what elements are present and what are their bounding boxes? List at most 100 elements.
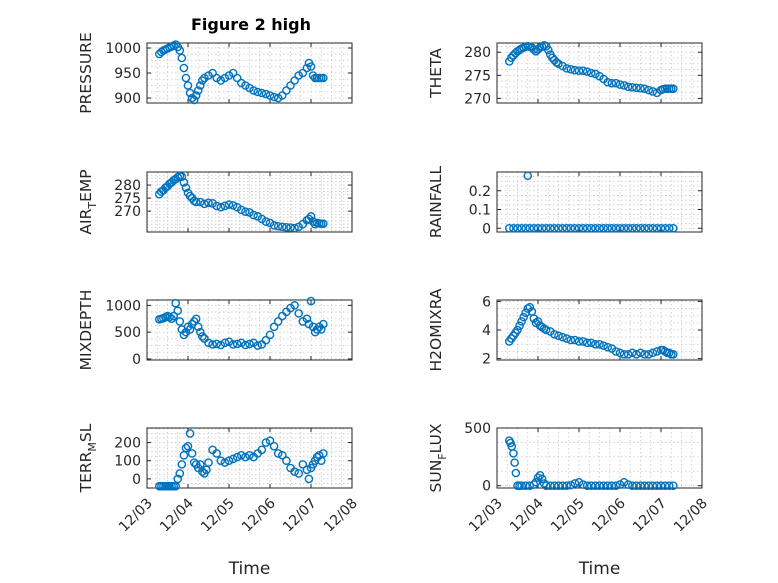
data-point bbox=[537, 474, 547, 484]
y-tick-label: 1000 bbox=[105, 298, 141, 314]
data-point bbox=[269, 441, 279, 451]
data-point bbox=[314, 450, 324, 460]
data-point bbox=[517, 223, 526, 233]
data-point bbox=[273, 449, 283, 458]
data-point bbox=[623, 349, 633, 359]
y-axis-label: SUNFLUX bbox=[427, 423, 449, 492]
data-point bbox=[220, 458, 230, 467]
data-point bbox=[204, 458, 213, 467]
data-point bbox=[521, 223, 531, 233]
data-point bbox=[615, 348, 625, 358]
y-axis-label: PRESSURE bbox=[77, 32, 95, 114]
data-point bbox=[185, 429, 195, 438]
data-point bbox=[595, 481, 604, 490]
data-point bbox=[316, 325, 326, 334]
data-point bbox=[652, 347, 662, 356]
data-point bbox=[582, 481, 592, 490]
data-point bbox=[607, 223, 617, 233]
x-tick-label: 12/06 bbox=[239, 495, 279, 535]
data-point bbox=[648, 87, 658, 96]
data-point bbox=[607, 481, 617, 490]
y-tick-label: 500 bbox=[464, 421, 491, 437]
data-point bbox=[628, 223, 637, 233]
data-point bbox=[669, 223, 678, 233]
data-point bbox=[187, 449, 197, 458]
data-point bbox=[640, 481, 649, 490]
data-point bbox=[282, 456, 291, 466]
data-point bbox=[591, 481, 600, 490]
data-point bbox=[562, 64, 572, 73]
data-point bbox=[198, 467, 207, 476]
data-point bbox=[669, 481, 678, 490]
data-point bbox=[550, 329, 559, 339]
y-tick-label: 0 bbox=[132, 472, 141, 488]
data-point bbox=[611, 347, 621, 356]
data-point bbox=[193, 322, 203, 332]
x-tick-label: 12/08 bbox=[671, 496, 711, 536]
y-tick-label: 1000 bbox=[105, 41, 141, 57]
subplot-sun-flux: 0 500 SUNFLUX 12/03 12/04 12/05 12/06 12/07 12/0… bbox=[427, 421, 711, 579]
data-point bbox=[298, 460, 308, 469]
y-tick-label: 950 bbox=[114, 66, 141, 82]
data-point bbox=[171, 298, 180, 308]
data-point bbox=[644, 481, 654, 490]
data-point bbox=[652, 481, 662, 490]
data-point bbox=[282, 223, 291, 232]
data-point bbox=[195, 197, 205, 207]
data-point bbox=[282, 86, 291, 95]
y-axis-label: RAINFALL bbox=[427, 165, 445, 238]
data-point bbox=[546, 223, 555, 233]
axes-box bbox=[146, 299, 353, 361]
data-point bbox=[669, 84, 678, 93]
data-point bbox=[302, 465, 312, 475]
data-point bbox=[515, 321, 524, 331]
data-point bbox=[664, 481, 674, 490]
y-tick-label: 275 bbox=[464, 68, 491, 84]
data-point bbox=[171, 40, 180, 49]
y-tick-label: 200 bbox=[114, 436, 141, 452]
y-tick-label: 0 bbox=[132, 352, 141, 368]
data-point bbox=[640, 223, 649, 233]
data-point bbox=[578, 337, 588, 346]
data-point bbox=[611, 481, 621, 490]
data-point bbox=[513, 223, 522, 233]
data-point bbox=[644, 223, 654, 233]
data-point bbox=[183, 441, 193, 451]
axes-box bbox=[496, 427, 703, 489]
data-point bbox=[603, 223, 613, 233]
axes-box bbox=[496, 42, 703, 104]
data-point bbox=[273, 317, 283, 326]
data-point bbox=[615, 223, 625, 233]
x-axis-label: Time bbox=[578, 559, 621, 579]
y-tick-label: 280 bbox=[114, 178, 141, 194]
data-point bbox=[191, 197, 201, 207]
data-point bbox=[623, 480, 633, 489]
data-point bbox=[562, 223, 572, 233]
subplot-h2omixra: 2 4 6 H2OMIXRA bbox=[427, 288, 703, 372]
data-point bbox=[566, 480, 576, 490]
data-point bbox=[591, 223, 600, 233]
y-tick-label: 6 bbox=[482, 294, 491, 310]
data-point bbox=[636, 83, 645, 93]
data-point bbox=[236, 205, 246, 215]
data-point bbox=[550, 223, 559, 233]
data-point bbox=[537, 223, 547, 233]
data-point bbox=[216, 202, 226, 212]
data-point bbox=[191, 91, 201, 100]
data-point bbox=[177, 53, 187, 63]
data-point bbox=[554, 481, 563, 490]
data-point bbox=[181, 183, 191, 192]
data-point bbox=[245, 450, 254, 460]
data-point bbox=[169, 311, 178, 321]
data-point bbox=[615, 80, 625, 89]
data-point bbox=[269, 322, 279, 332]
data-point bbox=[232, 339, 242, 349]
x-tick-label: 12/08 bbox=[321, 496, 361, 536]
data-point bbox=[669, 349, 678, 359]
data-point bbox=[523, 171, 533, 181]
data-point bbox=[640, 84, 649, 93]
data-point bbox=[212, 339, 221, 349]
data-point bbox=[208, 340, 217, 349]
data-point bbox=[648, 481, 658, 490]
